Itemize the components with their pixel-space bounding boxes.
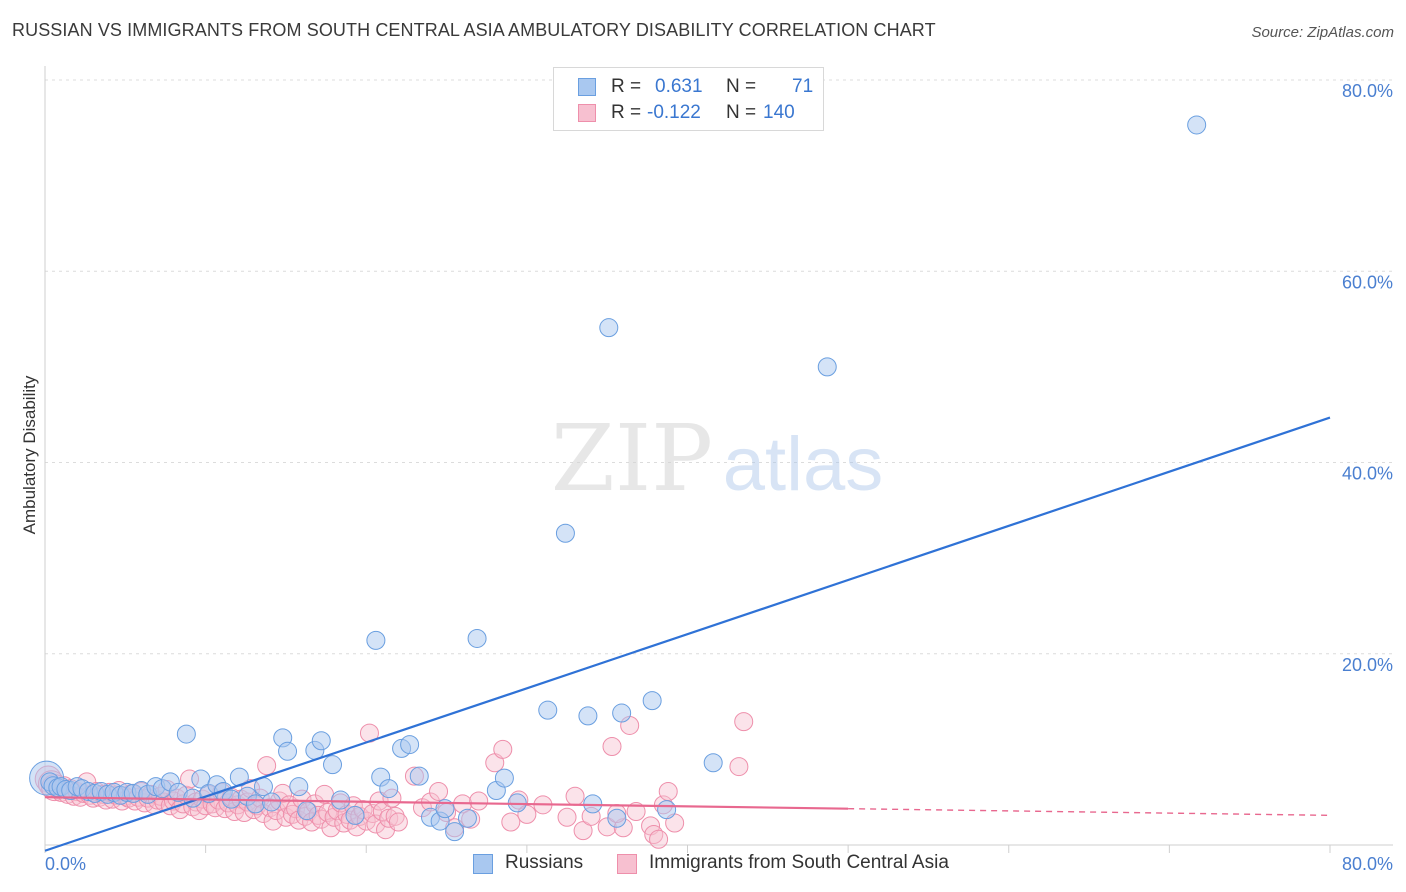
immigrants-trend-line — [44, 796, 849, 810]
x-tick-label: 0.0% — [45, 854, 86, 874]
axis-layer — [44, 66, 1393, 853]
immigrants-point — [565, 786, 585, 806]
legend-swatch-russians — [578, 78, 596, 96]
correlation-legend: R = 0.631 N = 71 R = -0.122 N = 140 — [553, 67, 824, 131]
watermark-zip: ZIP — [551, 405, 713, 512]
legend-r-value-immigrants: -0.122 — [647, 102, 701, 123]
legend-swatch-immigrants — [578, 104, 596, 122]
russians-point — [612, 703, 632, 723]
russians-point — [703, 753, 723, 773]
immigrants-point — [557, 807, 577, 827]
russians-point — [323, 755, 343, 775]
russians-point — [578, 706, 598, 726]
russians-trend-line — [44, 416, 1331, 852]
watermark-atlas: atlas — [723, 422, 884, 507]
chart-title: RUSSIAN VS IMMIGRANTS FROM SOUTH CENTRAL… — [12, 20, 936, 40]
legend-n-value-russians: 71 — [792, 76, 814, 97]
russians-point — [467, 628, 487, 648]
russians-point — [494, 768, 514, 788]
immigrants-point — [257, 756, 277, 776]
trend-lines — [44, 416, 1331, 852]
russians-point — [400, 735, 420, 755]
immigrants-point — [729, 757, 749, 777]
y-tick-label: 40.0% — [1342, 464, 1393, 484]
legend-r-value-russians: 0.631 — [655, 76, 703, 97]
russians-point — [311, 731, 331, 751]
y-tick-label: 20.0% — [1342, 655, 1393, 675]
y-axis-label: Ambulatory Disability — [20, 375, 39, 534]
immigrants-point — [626, 802, 646, 822]
bottom-legend-label-russians: Russians — [505, 852, 584, 873]
legend-n-label-immigrants: N = — [726, 102, 757, 123]
immigrants-point — [469, 791, 489, 811]
legend-r-label-russians: R = — [611, 76, 642, 97]
russians-point — [538, 700, 558, 720]
legend-n-label-russians: N = — [726, 76, 757, 97]
immigrants-point — [493, 739, 513, 759]
immigrants-point — [263, 811, 283, 831]
russians-point — [607, 808, 627, 828]
russians-point — [409, 766, 429, 786]
x-tick-label: 80.0% — [1342, 854, 1393, 874]
immigrants-point — [573, 821, 593, 841]
y-tick-label: 60.0% — [1342, 272, 1393, 292]
legend-r-label-immigrants: R = — [611, 102, 642, 123]
russians-point — [176, 724, 196, 744]
immigrants-point — [429, 781, 449, 801]
russians-point — [555, 523, 575, 543]
russians-point — [379, 779, 399, 799]
immigrants-point — [649, 829, 669, 849]
russians-point — [345, 805, 365, 825]
immigrants-point — [602, 737, 622, 757]
russians-point — [278, 741, 298, 761]
russians-point — [657, 800, 677, 820]
immigrants-point — [366, 814, 386, 834]
russians-point — [457, 808, 477, 828]
watermark: ZIP atlas — [551, 405, 883, 512]
tick-labels: 20.0% 40.0% 60.0% 80.0% 0.0% 80.0% — [45, 81, 1393, 874]
russians-point — [435, 799, 455, 819]
legend-n-value-immigrants: 140 — [763, 102, 795, 123]
immigrants-point — [501, 812, 521, 832]
russians-point — [445, 822, 465, 842]
russians-point — [817, 357, 837, 377]
immigrants-point — [734, 712, 754, 732]
immigrants-point — [658, 781, 678, 801]
russians-point — [1187, 115, 1207, 135]
immigrants-point — [388, 812, 408, 832]
immigrants-point — [321, 818, 341, 838]
russians-point — [331, 790, 351, 810]
russians-point — [642, 691, 662, 711]
russians-point — [261, 792, 281, 812]
y-tick-label: 80.0% — [1342, 81, 1393, 101]
bottom-legend-swatch-russians — [473, 854, 493, 874]
immigrants-trend-extension — [848, 807, 1331, 817]
russians-point — [297, 801, 317, 821]
russians-point — [599, 318, 619, 338]
immigrants-point — [385, 806, 405, 826]
bottom-legend-swatch-immigrants — [617, 854, 637, 874]
grid-layer — [45, 79, 1393, 655]
russians-point — [289, 777, 309, 797]
russians-point — [366, 630, 386, 650]
russians-point — [245, 794, 265, 814]
bottom-legend-label-immigrants: Immigrants from South Central Asia — [649, 852, 949, 873]
immigrants-point — [379, 808, 399, 828]
chart-source: Source: ZipAtlas.com — [1251, 24, 1394, 41]
